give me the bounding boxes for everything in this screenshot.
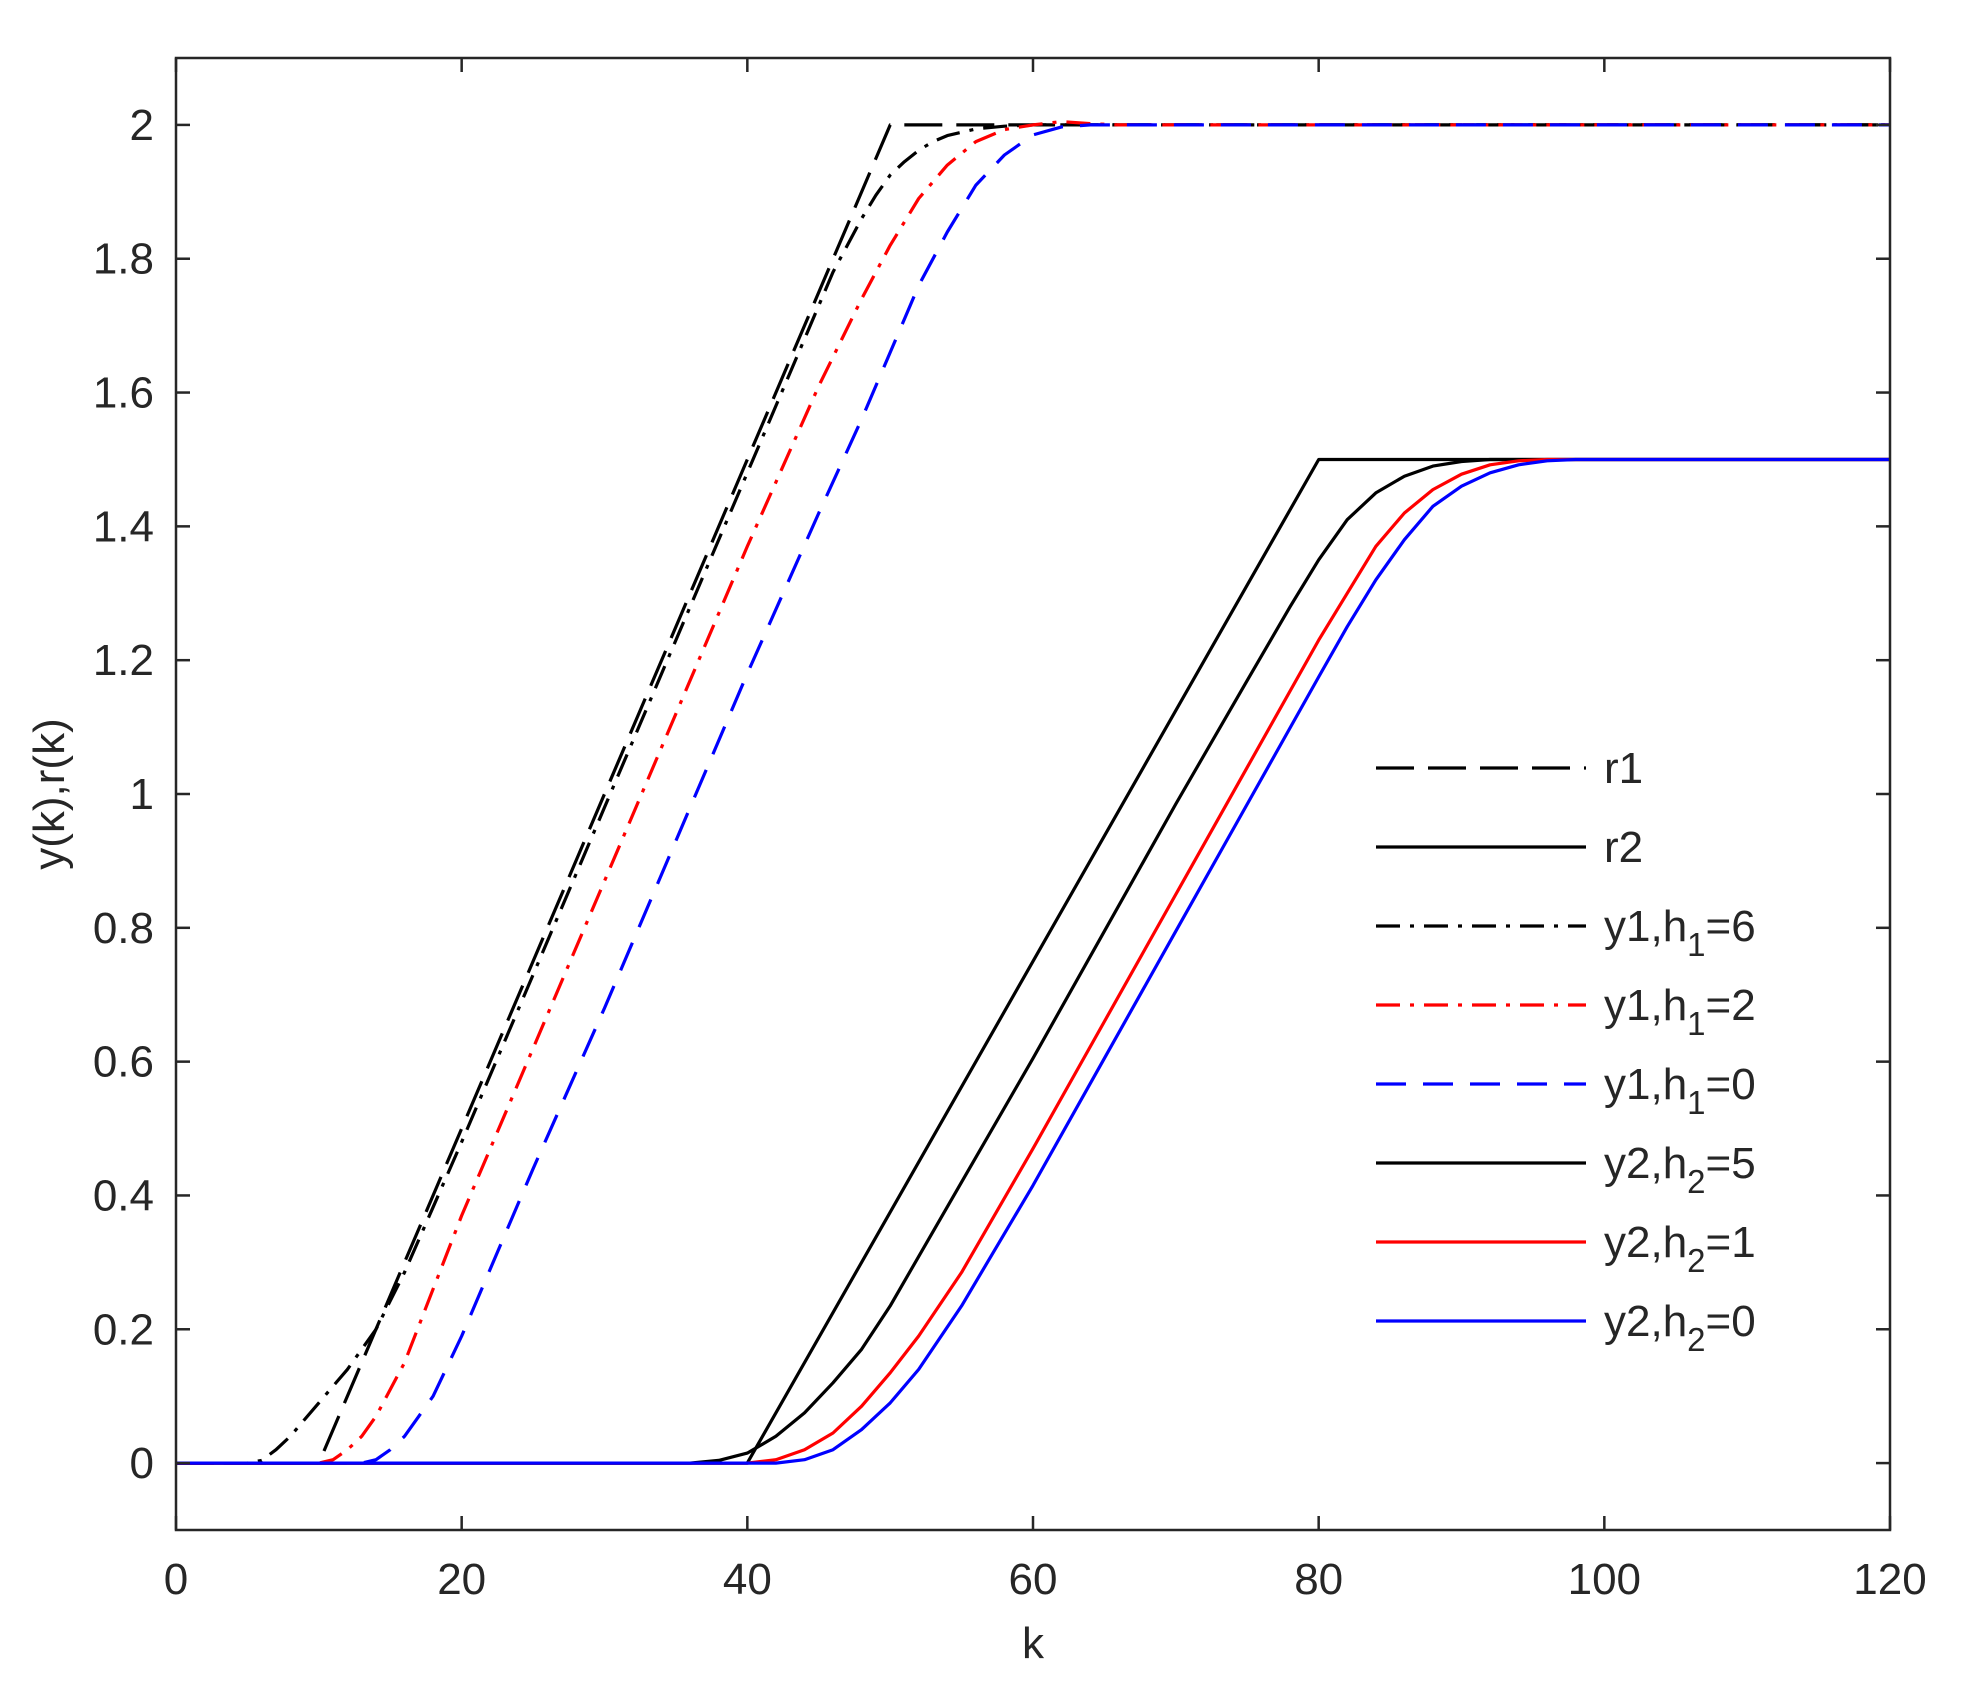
legend-label-1: r1 <box>1604 744 1643 793</box>
legend-label-text: r2 <box>1604 823 1643 872</box>
y-tick-label: 2 <box>130 101 154 150</box>
x-tick-label: 40 <box>723 1555 772 1604</box>
legend-label-text: y1,h <box>1604 902 1687 951</box>
legend-label-2: r2 <box>1604 823 1643 872</box>
legend-label-subscript: 1 <box>1687 926 1705 963</box>
legend-label-text-tail: =2 <box>1706 981 1756 1030</box>
y-tick-label: 1.6 <box>93 369 154 418</box>
legend-label-text: y2,h <box>1604 1218 1687 1267</box>
legend-label-text: y1,h <box>1604 981 1687 1030</box>
y-axis-label: y(k),r(k) <box>25 718 74 870</box>
legend-label-text: y2,h <box>1604 1297 1687 1346</box>
ticks-layer: 0 20 40 60 80 100 120 0 0.2 0.4 0.6 0.8 1 1.2 1.4 1.6 1.… <box>93 58 1927 1604</box>
series-line-5 <box>176 123 1890 1465</box>
y-tick-label: 1.8 <box>93 235 154 284</box>
legend-label-text: r1 <box>1604 744 1643 793</box>
x-tick-label: 100 <box>1568 1555 1641 1604</box>
x-tick-label: 120 <box>1853 1555 1926 1604</box>
y-tick-label: 1 <box>130 770 154 819</box>
legend-label-text: y2,h <box>1604 1139 1687 1188</box>
legend-label-text-tail: =1 <box>1706 1218 1756 1267</box>
y-tick-label: 0.6 <box>93 1038 154 1087</box>
legend-label-5: y1,h1=0 <box>1604 1060 1756 1121</box>
series-line-4 <box>176 119 1890 1465</box>
series-line-8 <box>176 457 1890 1465</box>
legend-label-subscript: 2 <box>1687 1242 1705 1279</box>
legend: r1r2y1,h1=6y1,h1=2y1,h1=0y2,h2=5y2,h2=1y… <box>1376 744 1756 1358</box>
legend-label-subscript: 2 <box>1687 1321 1705 1358</box>
legend-label-text-tail: =0 <box>1706 1297 1756 1346</box>
x-axis-label: k <box>1022 1619 1045 1668</box>
legend-label-text-tail: =6 <box>1706 902 1756 951</box>
series-line-3 <box>176 123 1890 1465</box>
x-tick-label: 80 <box>1294 1555 1343 1604</box>
legend-label-subscript: 1 <box>1687 1084 1705 1121</box>
x-tick-label: 60 <box>1009 1555 1058 1604</box>
legend-label-7: y2,h2=1 <box>1604 1218 1756 1279</box>
y-tick-label: 1.2 <box>93 636 154 685</box>
legend-label-subscript: 1 <box>1687 1005 1705 1042</box>
legend-label-3: y1,h1=6 <box>1604 902 1756 963</box>
series-line-7 <box>176 457 1890 1465</box>
legend-label-8: y2,h2=0 <box>1604 1297 1756 1358</box>
y-tick-label: 0.2 <box>93 1305 154 1354</box>
legend-label-4: y1,h1=2 <box>1604 981 1756 1042</box>
legend-label-text-tail: =5 <box>1706 1139 1756 1188</box>
legend-label-subscript: 2 <box>1687 1163 1705 1200</box>
legend-label-text-tail: =0 <box>1706 1060 1756 1109</box>
y-tick-label: 1.4 <box>93 502 154 551</box>
y-tick-label: 0.4 <box>93 1171 154 1220</box>
legend-label-text: y1,h <box>1604 1060 1687 1109</box>
legend-label-6: y2,h2=5 <box>1604 1139 1756 1200</box>
y-tick-label: 0.8 <box>93 904 154 953</box>
y-tick-label: 0 <box>130 1439 154 1488</box>
series-line-6 <box>176 457 1890 1465</box>
x-tick-label: 20 <box>437 1555 486 1604</box>
x-tick-label: 0 <box>164 1555 188 1604</box>
series-layer <box>176 119 1890 1465</box>
